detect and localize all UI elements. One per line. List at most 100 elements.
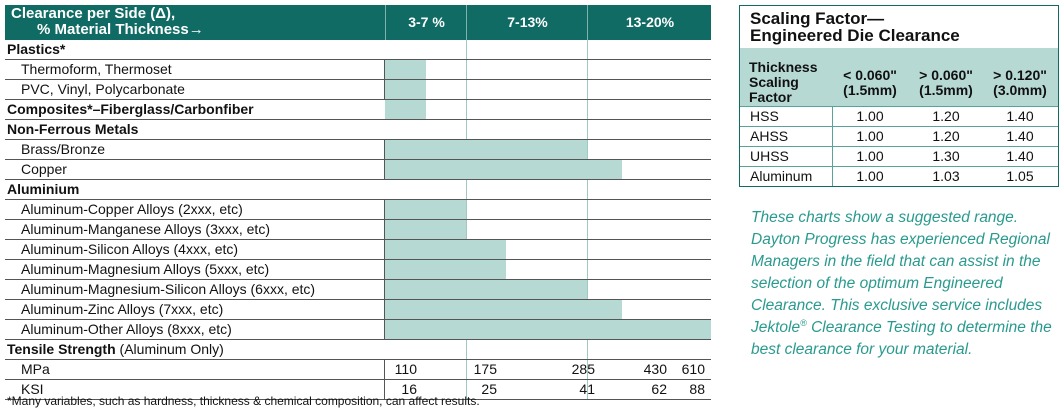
row-label: Brass/Bronze — [5, 140, 385, 159]
tensile-value: 175 — [473, 361, 497, 377]
category-label: Tensile Strength (Aluminum Only) — [5, 340, 224, 359]
category-row: Composites*–Fiberglass/Carbonfiber — [5, 100, 711, 120]
table-row: Brass/Bronze — [5, 140, 711, 160]
scaling-factor-value: 1.03 — [932, 168, 960, 184]
scaling-row: UHSS 1.00 1.30 1.40 — [740, 146, 1058, 166]
scaling-row-name: UHSS — [750, 148, 789, 164]
scaling-factor-value: 1.40 — [1006, 148, 1034, 164]
tensile-value: 16 — [401, 381, 417, 397]
clearance-range-bar — [385, 240, 507, 259]
row-label: Aluminum-Magnesium Alloys (5xxx, etc) — [5, 260, 385, 279]
clearance-range-bar — [385, 100, 426, 119]
column-header-13-20: 13-20% — [587, 5, 712, 40]
row-label: Aluminum-Copper Alloys (2xxx, etc) — [5, 200, 385, 219]
scaling-col1-line1: < 0.060" — [843, 67, 897, 83]
corner-header-line1: Thickness — [749, 59, 818, 75]
table-row: Aluminum-Magnesium-Silicon Alloys (6xxx,… — [5, 280, 711, 300]
scaling-column-divider — [832, 107, 833, 126]
scaling-row-name: AHSS — [750, 128, 789, 144]
table-row: KSI 16 25 41 62 88 — [5, 380, 711, 400]
corner-header-line3: Factor — [749, 89, 792, 105]
row-label: Aluminum-Other Alloys (8xxx, etc) — [5, 320, 385, 339]
scaling-factor-value: 1.30 — [932, 148, 960, 164]
corner-header-line2: Scaling — [749, 74, 799, 90]
note-text-part2: Clearance Testing to determine the best … — [751, 319, 1052, 358]
table-row: Aluminum-Manganese Alloys (3xxx, etc) — [5, 220, 711, 240]
row-label: Aluminum-Manganese Alloys (3xxx, etc) — [5, 220, 385, 239]
column-header-3-7: 3-7 % — [385, 5, 467, 40]
scaling-factor-value: 1.20 — [932, 108, 960, 124]
row-label-text: Aluminum-Zinc Alloys (7xxx, etc) — [21, 301, 224, 317]
registered-mark: ® — [800, 317, 807, 328]
clearance-table-body: Plastics* Thermoform, Thermoset PVC, Vinyl… — [5, 40, 711, 400]
scaling-column-header-3: > 0.120" (3.0mm) — [982, 68, 1058, 98]
scaling-row: Aluminum 1.00 1.03 1.05 — [740, 166, 1058, 186]
clearance-range-bar — [385, 80, 426, 99]
table-row: MPa 110 175 285 430 610 — [5, 360, 711, 380]
tensile-value: 430 — [643, 361, 667, 377]
clearance-range-bar — [385, 260, 507, 279]
note-text-part1: These charts show a suggested range. Day… — [751, 209, 1050, 336]
row-label-text: Aluminum-Copper Alloys (2xxx, etc) — [21, 201, 243, 217]
table-row: Aluminum-Silicon Alloys (4xxx, etc) — [5, 240, 711, 260]
row-label-text: KSI — [21, 381, 44, 397]
clearance-title-line1: Clearance per Side (Δ), — [11, 5, 176, 22]
row-label: KSI — [5, 380, 385, 399]
tensile-value: 25 — [481, 381, 497, 397]
table-row: Aluminum-Zinc Alloys (7xxx, etc) — [5, 300, 711, 320]
table-row: Aluminum-Copper Alloys (2xxx, etc) — [5, 200, 711, 220]
row-label-text: Thermoform, Thermoset — [21, 61, 172, 77]
row-label-text: Aluminium — [7, 181, 80, 197]
row-label: Aluminum-Zinc Alloys (7xxx, etc) — [5, 300, 385, 319]
row-label: Aluminum-Magnesium-Silicon Alloys (6xxx,… — [5, 280, 385, 299]
category-label: Composites*–Fiberglass/Carbonfiber — [5, 100, 254, 119]
category-row: Aluminium — [5, 180, 711, 200]
row-label: MPa — [5, 360, 385, 379]
column-divider — [466, 40, 467, 400]
row-label-text: Aluminum-Magnesium Alloys (5xxx, etc) — [21, 261, 270, 277]
row-label-text: Aluminum-Magnesium-Silicon Alloys (6xxx,… — [21, 281, 316, 297]
scaling-col3-line2: (3.0mm) — [993, 82, 1047, 98]
column-header-7-13: 7-13% — [466, 5, 588, 40]
scaling-table-body: HSS 1.00 1.20 1.40 AHSS 1.00 1.20 1.40 UHSS 1.00 1… — [740, 106, 1058, 186]
scaling-factor-value: 1.00 — [856, 148, 884, 164]
scaling-row: AHSS 1.00 1.20 1.40 — [740, 126, 1058, 146]
row-label: PVC, Vinyl, Polycarbonate — [5, 80, 385, 99]
row-label: Copper — [5, 160, 385, 179]
tensile-value: 41 — [579, 381, 595, 397]
row-label-text: Aluminum-Manganese Alloys (3xxx, etc) — [21, 221, 270, 237]
category-label: Aluminium — [5, 180, 79, 199]
category-row: Tensile Strength (Aluminum Only) — [5, 340, 711, 360]
tensile-value: 285 — [571, 361, 595, 377]
note-paragraph: These charts show a suggested range. Day… — [751, 207, 1056, 361]
row-label: Thermoform, Thermoset — [5, 60, 385, 79]
clearance-range-bar — [385, 300, 623, 319]
row-label: Aluminum-Silicon Alloys (4xxx, etc) — [5, 240, 385, 259]
category-row: Plastics* — [5, 40, 711, 60]
scaling-factor-value: 1.05 — [1006, 168, 1034, 184]
clearance-range-bar — [385, 60, 426, 79]
clearance-title-line2: % Material Thickness→ — [37, 21, 204, 38]
scaling-row-name: HSS — [750, 108, 779, 124]
clearance-table-title: Clearance per Side (Δ), % Material Thick… — [11, 6, 204, 38]
scaling-factor-value: 1.00 — [856, 108, 884, 124]
tensile-value: 110 — [394, 361, 417, 377]
scaling-factor-value: 1.40 — [1006, 108, 1034, 124]
clearance-range-bar — [385, 220, 466, 239]
scaling-col2-line1: > 0.060" — [919, 67, 973, 83]
scaling-column-divider — [832, 167, 833, 186]
clearance-range-bar — [385, 160, 623, 179]
table-row: Copper — [5, 160, 711, 180]
scaling-column-divider — [832, 127, 833, 146]
scaling-factor-value: 1.00 — [856, 168, 884, 184]
clearance-table-header: Clearance per Side (Δ), % Material Thick… — [5, 5, 711, 40]
scaling-factor-table: Scaling Factor— Engineered Die Clearance… — [739, 5, 1059, 187]
scaling-table-title: Scaling Factor— Engineered Die Clearance — [740, 6, 1058, 48]
thickness-scaling-factor-header: Thickness Scaling Factor — [749, 60, 817, 105]
scaling-factor-value: 1.00 — [856, 128, 884, 144]
category-label: Plastics* — [5, 40, 65, 59]
scaling-table-header: Thickness Scaling Factor < 0.060" (1.5mm… — [740, 48, 1058, 106]
scaling-col3-line1: > 0.120" — [993, 67, 1047, 83]
row-label-text: Composites*–Fiberglass/Carbonfiber — [7, 101, 254, 117]
table-row: Aluminum-Magnesium Alloys (5xxx, etc) — [5, 260, 711, 280]
